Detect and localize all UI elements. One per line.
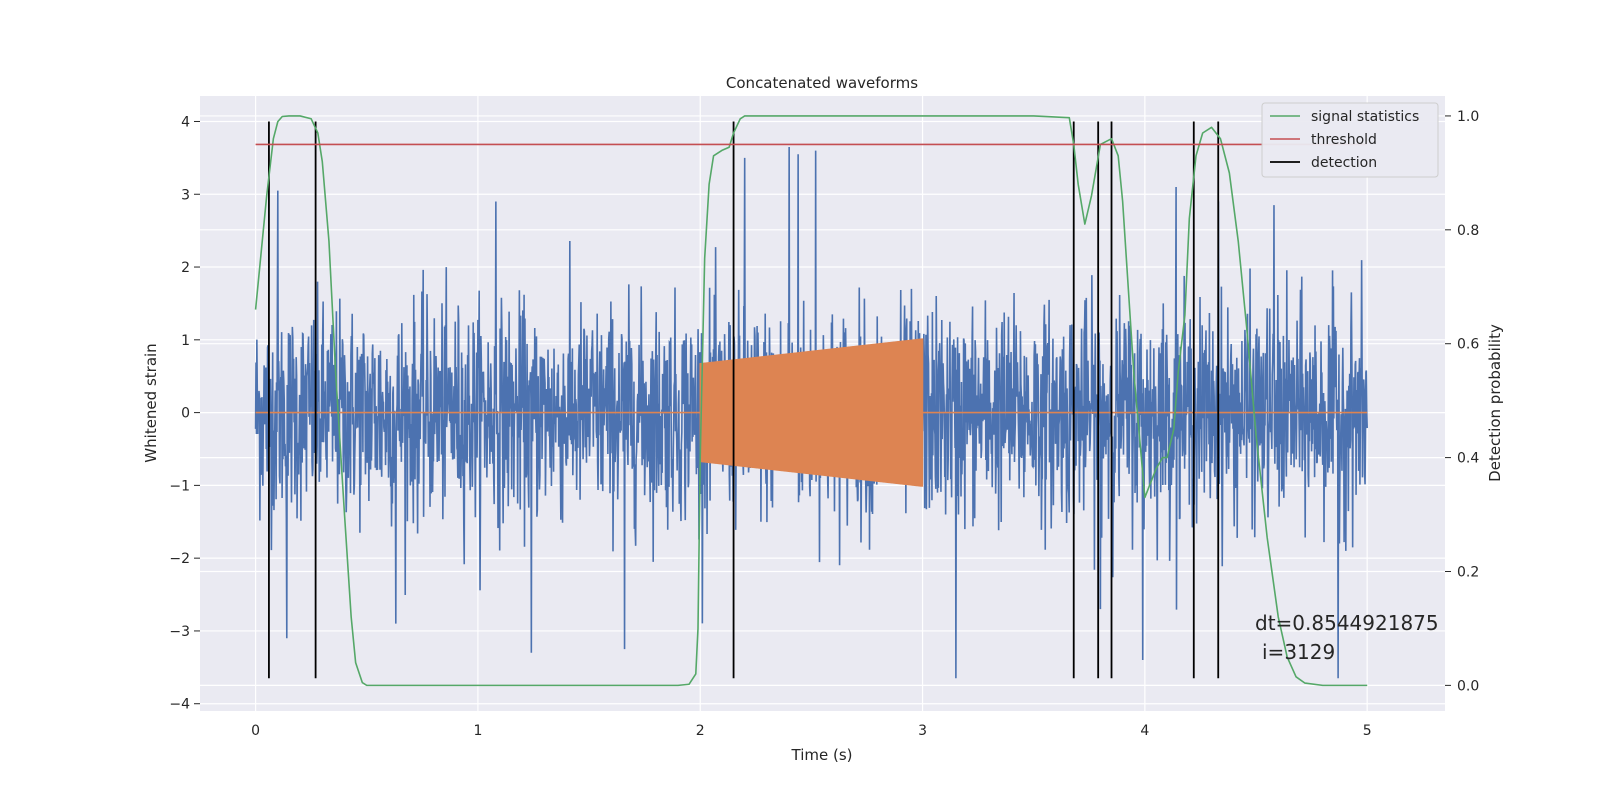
legend-label-statistics: signal statistics	[1311, 109, 1419, 125]
signal-segment	[699, 338, 924, 487]
x-tick-label: 4	[1140, 723, 1149, 739]
statistics-line	[254, 115, 1368, 687]
legend-box	[1261, 102, 1439, 178]
y2-tick-label: 0.2	[1457, 564, 1479, 580]
y-axis-label: Whitened strain	[142, 343, 160, 462]
x-tick-label: 3	[918, 723, 927, 739]
signal-trace	[255, 338, 1368, 487]
legend-label-threshold: threshold	[1311, 132, 1377, 148]
y-tick-label: 4	[181, 114, 190, 130]
x-tick-label: 0	[251, 723, 260, 739]
x-axis-label: Time (s)	[791, 746, 853, 764]
y-tick-label: −4	[169, 697, 190, 713]
legend: signal statistics threshold detection	[1261, 102, 1439, 178]
x-tick-label: 1	[473, 723, 482, 739]
legend-label-detection: detection	[1311, 155, 1377, 171]
chart-title: Concatenated waveforms	[726, 74, 918, 92]
y-tick-label: 2	[181, 260, 190, 276]
x-ticks: 0 1 2 3 4 5	[251, 723, 1372, 739]
y2-tick-label: 0.0	[1457, 678, 1479, 694]
y-tick-label: 3	[181, 187, 190, 203]
y2-tick-label: 0.8	[1457, 223, 1479, 239]
y2-axis-label: Detection probability	[1486, 324, 1504, 482]
y2-ticks: 0.0 0.2 0.4 0.6 0.8 1.0	[1445, 109, 1479, 694]
y-ticks: −4 −3 −2 −1 0 1 2 3 4	[169, 114, 200, 713]
y2-tick-label: 0.6	[1457, 337, 1479, 353]
annotation-dt: dt=0.8544921875	[1255, 611, 1439, 635]
annotation-i: i=3129	[1262, 640, 1335, 664]
statistics-trace	[254, 115, 1368, 687]
y2-tick-label: 1.0	[1457, 109, 1479, 125]
x-tick-label: 2	[696, 723, 705, 739]
y-tick-label: −1	[169, 478, 190, 494]
y-tick-label: 0	[181, 406, 190, 422]
y-tick-label: 1	[181, 333, 190, 349]
detection-lines	[268, 121, 1220, 679]
y2-tick-label: 0.4	[1457, 451, 1479, 467]
y-tick-label: −2	[169, 551, 190, 567]
x-tick-label: 5	[1363, 723, 1372, 739]
y-tick-label: −3	[169, 624, 190, 640]
